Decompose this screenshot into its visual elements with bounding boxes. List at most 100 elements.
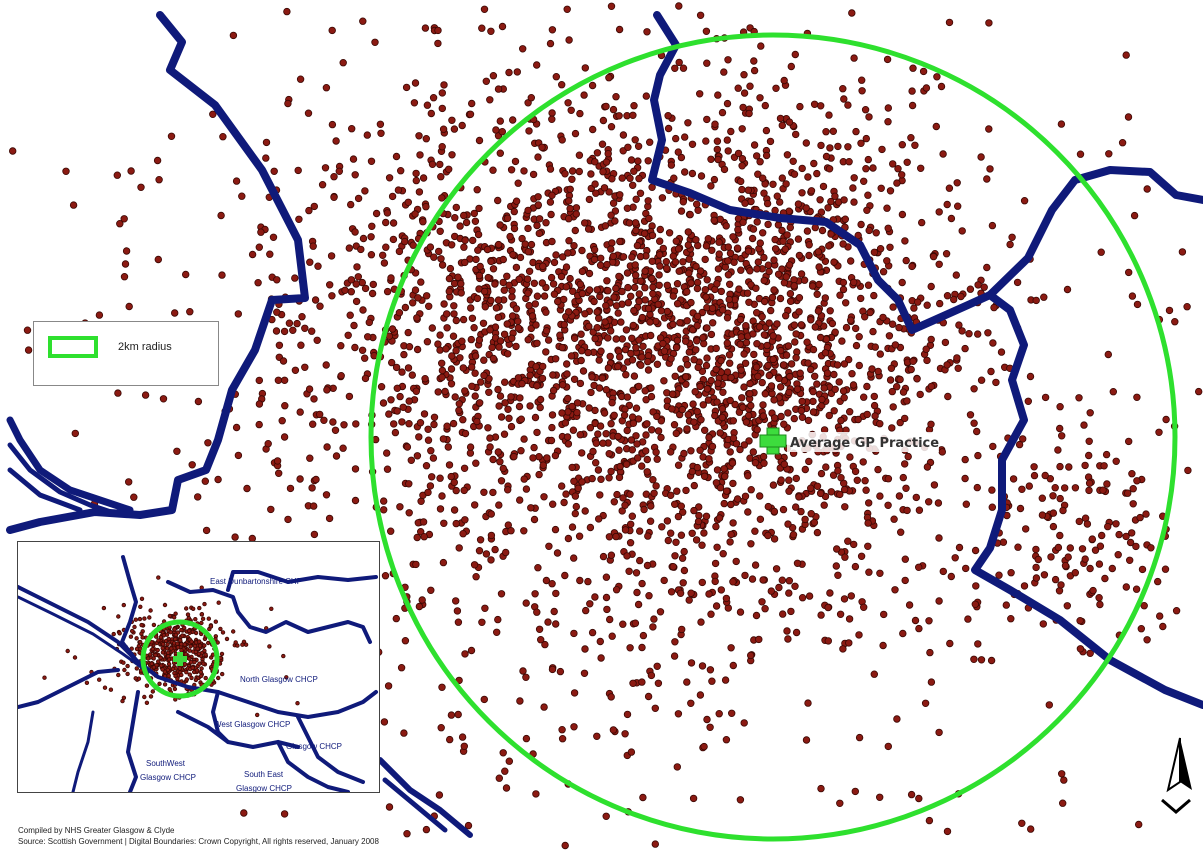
patient-dot <box>427 447 435 455</box>
patient-dot <box>646 517 655 525</box>
patient-dot <box>678 554 687 562</box>
patient-dot <box>1095 594 1103 602</box>
patient-dot <box>653 455 661 463</box>
patient-dot <box>859 458 867 466</box>
patient-dot <box>422 202 430 211</box>
patient-dot <box>689 400 697 408</box>
patient-dot <box>687 659 696 667</box>
patient-dot <box>650 489 658 497</box>
patient-dot <box>301 363 309 371</box>
patient-dot <box>568 523 577 531</box>
patient-dot <box>679 579 687 587</box>
patient-dot <box>1103 522 1112 531</box>
patient-dot <box>770 256 778 264</box>
patient-dot <box>608 632 616 640</box>
patient-dot <box>160 645 165 651</box>
patient-dot <box>1065 463 1073 471</box>
patient-dot <box>615 272 623 281</box>
patient-dot <box>644 157 652 165</box>
patient-dot <box>438 373 446 381</box>
patient-dot <box>997 348 1006 356</box>
patient-dot <box>607 245 615 253</box>
patient-dot <box>810 159 818 168</box>
patient-dot <box>341 286 349 294</box>
patient-dot <box>1147 544 1155 552</box>
patient-dot <box>141 391 150 399</box>
patient-dot <box>517 447 525 455</box>
patient-dot <box>656 251 664 259</box>
patient-dot <box>870 291 878 300</box>
patient-dot <box>445 287 453 296</box>
patient-dot <box>649 290 657 298</box>
patient-dot <box>653 412 661 421</box>
patient-dot <box>604 334 612 342</box>
patient-dot <box>393 384 401 392</box>
patient-dot <box>809 397 817 406</box>
patient-dot <box>357 245 365 254</box>
patient-dot <box>698 578 706 587</box>
patient-dot <box>847 257 855 265</box>
patient-dot <box>684 228 692 236</box>
patient-dot <box>796 102 804 111</box>
patient-dot <box>429 93 438 102</box>
patient-dot <box>450 279 459 288</box>
patient-dot <box>609 199 618 207</box>
patient-dot <box>224 636 230 642</box>
patient-dot <box>595 356 603 364</box>
patient-dot <box>727 500 735 509</box>
patient-dot <box>860 603 868 611</box>
patient-dot <box>898 278 906 287</box>
patient-dot <box>576 379 585 388</box>
patient-dot <box>566 204 574 213</box>
patient-dot <box>736 796 745 804</box>
patient-dot <box>697 416 705 424</box>
patient-dot <box>436 346 444 354</box>
patient-dot <box>367 250 376 259</box>
patient-dot <box>1040 571 1049 579</box>
patient-dot <box>160 641 166 647</box>
patient-dot <box>616 353 624 361</box>
patient-dot <box>842 299 850 307</box>
patient-dot <box>358 346 367 354</box>
patient-dot <box>901 414 909 423</box>
patient-dot <box>405 420 413 428</box>
patient-dot <box>605 474 613 482</box>
patient-dot <box>186 308 194 316</box>
patient-dot <box>450 478 458 487</box>
patient-dot <box>521 240 529 248</box>
patient-dot <box>295 700 300 706</box>
patient-dot <box>574 484 582 492</box>
patient-dot <box>687 298 695 307</box>
patient-dot <box>138 604 143 610</box>
patient-dot <box>723 339 731 347</box>
patient-dot <box>708 442 717 451</box>
patient-dot <box>533 382 541 390</box>
patient-dot <box>683 361 692 369</box>
patient-dot <box>610 498 618 506</box>
patient-dot <box>512 197 521 205</box>
patient-dot <box>1006 240 1014 249</box>
patient-dot <box>633 440 641 448</box>
patient-dot <box>489 265 498 273</box>
patient-dot <box>758 313 766 321</box>
patient-dot <box>542 218 550 227</box>
patient-dot <box>850 540 858 549</box>
patient-dot <box>687 279 695 287</box>
patient-dot <box>464 821 473 830</box>
patient-dot <box>1112 520 1120 528</box>
patient-dot <box>497 590 506 598</box>
patient-dot <box>185 612 191 617</box>
patient-dot <box>747 540 755 548</box>
patient-dot <box>837 416 845 425</box>
patient-dot <box>1194 387 1203 396</box>
patient-dot <box>713 398 721 406</box>
patient-dot <box>897 528 905 536</box>
patient-dot <box>563 360 571 368</box>
patient-dot <box>834 142 842 151</box>
patient-dot <box>795 308 803 316</box>
patient-dot <box>182 642 187 647</box>
patient-dot <box>705 433 713 442</box>
patient-dot <box>783 231 791 239</box>
patient-dot <box>845 639 853 647</box>
patient-dot <box>655 281 663 289</box>
